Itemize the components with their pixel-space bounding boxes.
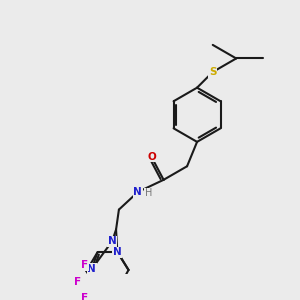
- Text: F: F: [74, 277, 81, 287]
- Text: N: N: [113, 247, 122, 257]
- Text: S: S: [209, 67, 217, 77]
- Text: N: N: [134, 187, 142, 197]
- Text: O: O: [147, 152, 156, 162]
- Text: F: F: [81, 293, 88, 300]
- Text: N: N: [88, 264, 96, 274]
- Text: F: F: [81, 260, 88, 271]
- Text: H: H: [145, 188, 152, 198]
- Text: N: N: [108, 236, 117, 246]
